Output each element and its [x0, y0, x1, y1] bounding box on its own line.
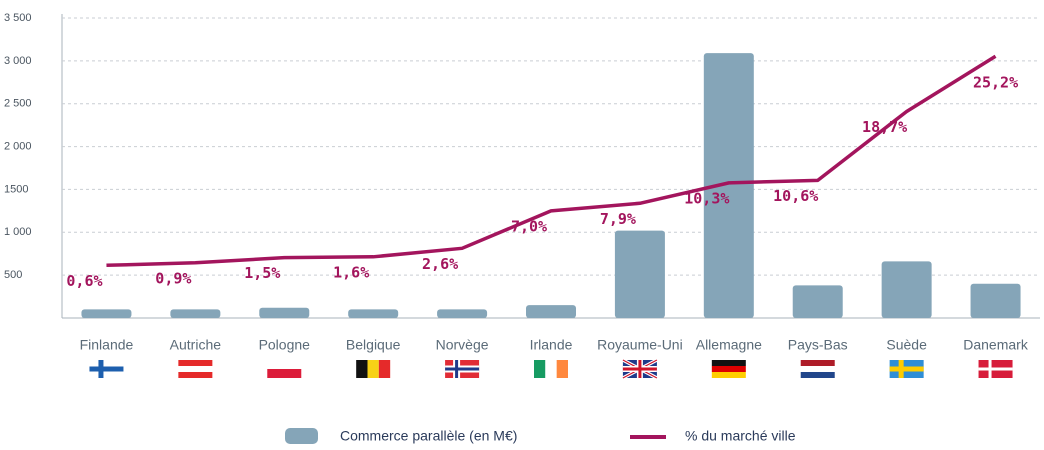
- flag: [534, 360, 568, 378]
- flag: [89, 360, 124, 378]
- y-tick-label: 3 000: [4, 55, 32, 67]
- data-label: 0,6%: [66, 272, 102, 290]
- flag-part: [711, 360, 746, 366]
- bar: [526, 305, 576, 318]
- flag: [711, 360, 746, 378]
- flag-part: [178, 360, 213, 366]
- flag: [267, 360, 302, 378]
- legend-label: Commerce parallèle (en M€): [340, 428, 517, 444]
- flag-part: [800, 372, 835, 378]
- flag-part: [889, 366, 924, 372]
- flag-part: [800, 360, 835, 366]
- data-label: 25,2%: [973, 74, 1018, 92]
- data-label: 1,6%: [333, 263, 369, 281]
- data-label: 0,9%: [155, 269, 191, 287]
- flag-part: [267, 369, 302, 378]
- x-tick-label: Royaume-Uni: [597, 337, 683, 353]
- legend-label: % du marché ville: [685, 428, 796, 444]
- flag-part: [800, 366, 835, 372]
- flag-part: [556, 360, 568, 378]
- flag: [178, 360, 213, 378]
- bar: [259, 307, 310, 318]
- flag-part: [378, 360, 391, 378]
- flag: [889, 360, 924, 378]
- bar: [614, 230, 665, 318]
- flag-part: [367, 360, 379, 378]
- flag: [622, 358, 658, 380]
- bar: [881, 261, 932, 318]
- data-label: 7,0%: [511, 217, 547, 235]
- x-tick-label: Finlande: [80, 337, 134, 353]
- flag: [800, 360, 835, 378]
- bar: [81, 309, 132, 318]
- flag-part: [545, 360, 557, 378]
- flag-part: [89, 366, 124, 372]
- x-tick-label: Allemagne: [696, 337, 762, 353]
- bar: [703, 53, 754, 319]
- flag-part: [178, 366, 213, 372]
- y-tick-label: 1 000: [4, 226, 32, 238]
- x-tick-label: Danemark: [963, 337, 1029, 353]
- y-tick-label: 1500: [4, 183, 28, 195]
- flag-part: [622, 367, 657, 371]
- flag-part: [978, 367, 1013, 371]
- x-tick-label: Suède: [886, 337, 927, 353]
- flag-part: [711, 366, 746, 372]
- bar: [170, 309, 221, 318]
- flag: [978, 360, 1013, 378]
- x-tick-label: Norvège: [436, 337, 489, 353]
- data-label: 7,9%: [600, 210, 636, 228]
- x-tick-label: Pays-Bas: [788, 337, 848, 353]
- data-label: 10,6%: [773, 187, 818, 205]
- y-tick-label: 2 500: [4, 98, 32, 110]
- y-tick-label: 500: [4, 269, 22, 281]
- data-label: 10,3%: [684, 189, 729, 207]
- flag-part: [356, 360, 368, 378]
- flag-part: [534, 360, 546, 378]
- data-label: 2,6%: [422, 255, 458, 273]
- x-tick-label: Belgique: [346, 337, 401, 353]
- x-tick-label: Pologne: [259, 337, 311, 353]
- data-label: 1,5%: [244, 264, 280, 282]
- flag: [445, 360, 480, 378]
- flag-part: [445, 367, 480, 371]
- y-tick-label: 2 000: [4, 140, 32, 152]
- flag-part: [711, 372, 746, 378]
- data-label: 18,7%: [862, 118, 907, 136]
- bar: [792, 285, 843, 318]
- flag-part: [178, 372, 213, 378]
- flag-part: [267, 360, 302, 369]
- bar: [437, 309, 488, 318]
- y-tick-label: 3 500: [4, 12, 32, 24]
- line: [106, 54, 997, 268]
- bar: [348, 309, 399, 318]
- legend-swatch: [285, 428, 318, 444]
- bar: [970, 283, 1021, 318]
- x-tick-label: Autriche: [170, 337, 222, 353]
- x-tick-label: Irlande: [530, 337, 573, 353]
- flag: [356, 360, 391, 378]
